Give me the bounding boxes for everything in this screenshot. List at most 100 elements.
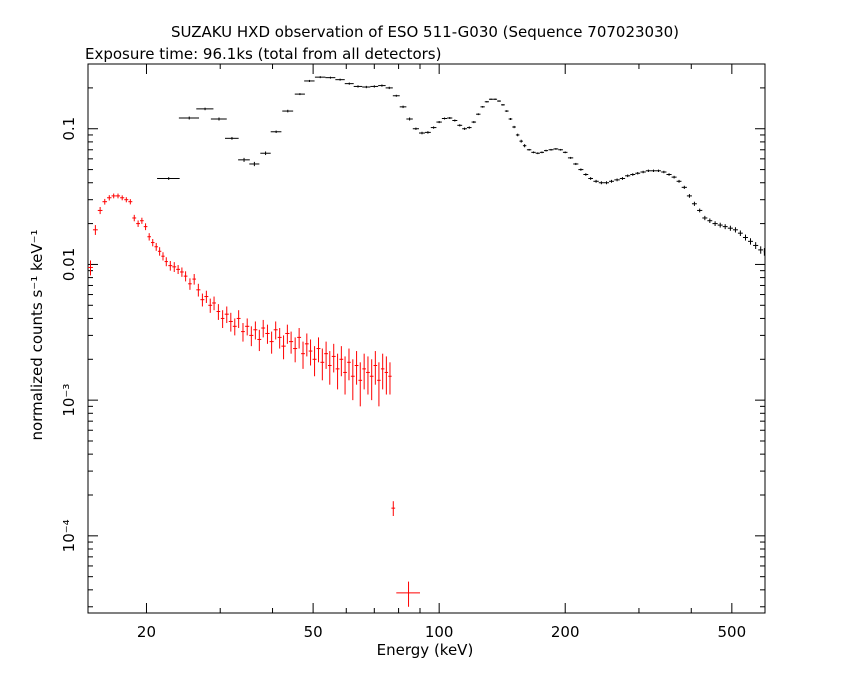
data-point bbox=[208, 298, 213, 313]
data-point bbox=[210, 117, 227, 121]
data-point bbox=[308, 339, 313, 366]
data-point bbox=[260, 151, 271, 156]
data-point bbox=[120, 195, 125, 201]
data-point bbox=[535, 152, 540, 155]
data-point bbox=[548, 148, 554, 151]
data-point bbox=[748, 238, 753, 245]
data-point bbox=[722, 224, 728, 230]
data-point bbox=[241, 323, 245, 342]
data-point bbox=[366, 356, 370, 395]
data-point bbox=[172, 262, 177, 272]
data-point bbox=[753, 242, 759, 249]
data-point bbox=[504, 110, 509, 112]
data-point bbox=[200, 293, 205, 307]
data-point bbox=[676, 179, 682, 183]
data-point bbox=[493, 98, 498, 100]
data-point bbox=[436, 121, 442, 124]
data-point bbox=[282, 109, 294, 113]
data-point bbox=[758, 246, 764, 254]
data-point bbox=[686, 194, 692, 198]
data-point bbox=[578, 168, 584, 171]
data-point bbox=[661, 170, 667, 174]
data-point bbox=[573, 162, 579, 166]
data-point bbox=[462, 127, 467, 130]
data-point bbox=[522, 144, 527, 148]
data-point bbox=[143, 223, 148, 231]
data-point bbox=[526, 148, 532, 151]
data-point bbox=[358, 362, 363, 407]
data-point bbox=[500, 104, 505, 106]
data-point bbox=[180, 267, 184, 277]
data-point bbox=[285, 324, 290, 344]
data-point bbox=[378, 84, 386, 87]
data-point bbox=[178, 116, 200, 120]
data-point bbox=[281, 335, 286, 360]
data-point bbox=[136, 220, 141, 227]
x-axis-label: Energy (keV) bbox=[377, 641, 474, 659]
data-point bbox=[476, 113, 481, 116]
data-point bbox=[270, 130, 282, 134]
data-point bbox=[257, 329, 262, 352]
data-point bbox=[249, 161, 260, 167]
data-point bbox=[293, 337, 298, 363]
data-point bbox=[192, 274, 196, 285]
data-point bbox=[335, 353, 340, 390]
data-point bbox=[515, 133, 520, 137]
data-point bbox=[558, 148, 563, 151]
x-tick-label: 20 bbox=[137, 623, 156, 641]
data-point bbox=[362, 85, 371, 89]
data-point bbox=[320, 348, 325, 381]
data-point bbox=[168, 261, 173, 271]
data-point bbox=[204, 290, 209, 303]
data-point bbox=[466, 126, 472, 129]
data-point bbox=[531, 151, 536, 154]
y-axis-label: normalized counts s⁻¹ keV⁻¹ bbox=[28, 229, 46, 440]
data-point bbox=[369, 359, 374, 401]
data-point bbox=[350, 359, 355, 401]
data-point bbox=[593, 179, 599, 183]
data-point bbox=[691, 201, 697, 206]
data-point bbox=[717, 222, 723, 228]
data-point bbox=[609, 179, 614, 183]
data-point bbox=[236, 310, 241, 329]
data-point bbox=[97, 207, 103, 215]
data-point bbox=[150, 238, 155, 247]
data-point bbox=[614, 178, 620, 182]
data-point bbox=[316, 337, 321, 363]
chart-title: SUZAKU HXD observation of ESO 511-G030 (… bbox=[171, 23, 679, 41]
data-point bbox=[92, 225, 98, 235]
data-point bbox=[314, 76, 326, 79]
y-tick-label: 0.01 bbox=[60, 248, 78, 281]
data-point bbox=[737, 230, 743, 237]
x-tick-label: 50 bbox=[304, 623, 323, 641]
data-point bbox=[147, 233, 151, 241]
data-point bbox=[107, 195, 112, 201]
data-point bbox=[732, 227, 738, 233]
x-tick-label: 100 bbox=[425, 623, 454, 641]
data-point bbox=[480, 106, 485, 108]
axis-ticks: 20 50 100 200 500 0.1 0.01 10⁻³ 10⁻⁴ bbox=[60, 64, 766, 641]
data-point bbox=[188, 278, 192, 290]
data-point bbox=[161, 252, 165, 261]
data-point bbox=[224, 306, 229, 324]
data-point bbox=[304, 79, 315, 83]
data-point bbox=[424, 131, 431, 134]
data-point bbox=[362, 353, 366, 390]
x-tick-label: 200 bbox=[551, 623, 580, 641]
data-point bbox=[249, 326, 254, 347]
data-point bbox=[88, 260, 93, 276]
y-tick-label: 10⁻³ bbox=[60, 384, 78, 417]
y-tick-label: 0.1 bbox=[60, 117, 78, 141]
data-point bbox=[656, 169, 661, 172]
data-point bbox=[742, 234, 749, 241]
data-point bbox=[384, 356, 389, 395]
data-point bbox=[763, 248, 765, 256]
data-point bbox=[562, 151, 568, 154]
data-point bbox=[297, 328, 302, 349]
data-point bbox=[603, 181, 610, 185]
data-point bbox=[512, 125, 516, 129]
data-point bbox=[245, 318, 250, 336]
x-tick-label: 500 bbox=[718, 623, 747, 641]
data-point bbox=[176, 265, 181, 275]
data-point bbox=[265, 324, 270, 344]
